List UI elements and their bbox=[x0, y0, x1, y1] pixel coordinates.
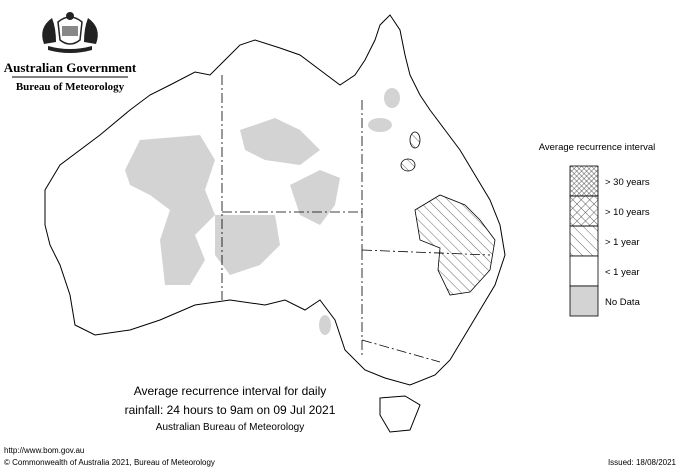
footer-issued: Issued: 18/08/2021 bbox=[608, 458, 677, 467]
australia bbox=[44, 14, 506, 433]
caption-source: Australian Bureau of Meteorology bbox=[156, 422, 304, 433]
legend-label: > 10 years bbox=[605, 207, 650, 218]
agency: Bureau of Meteorology bbox=[16, 81, 125, 93]
legend-title: Average recurrence interval bbox=[539, 142, 656, 153]
footer-copyright: © Commonwealth of Australia 2021, Bureau… bbox=[4, 458, 215, 467]
government: Australian Government bbox=[4, 60, 137, 75]
legend: Average recurrence interval > 30 years > … bbox=[539, 142, 656, 317]
legend-label: No Data bbox=[605, 297, 641, 308]
caption-line: rainfall: 24 hours to 9am on 09 Jul 2021 bbox=[125, 403, 336, 417]
legend-label: < 1 year bbox=[605, 267, 640, 278]
legend-label: > 1 year bbox=[605, 237, 640, 248]
emblem bbox=[42, 12, 98, 53]
footer-url: http://www.bom.gov.au bbox=[4, 446, 84, 455]
caption-line: Average recurrence interval for daily bbox=[134, 384, 327, 398]
legend-label: > 30 years bbox=[605, 177, 650, 188]
